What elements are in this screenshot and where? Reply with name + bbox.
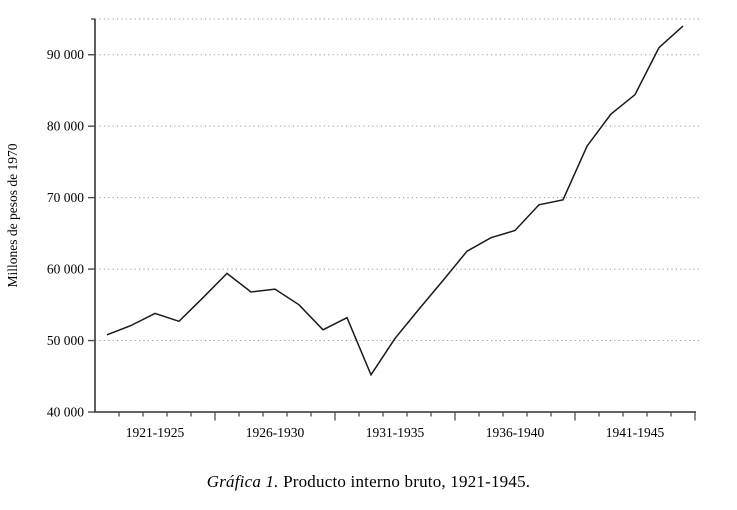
x-group-label: 1921-1925: [126, 425, 185, 440]
y-tick-label: 40 000: [47, 405, 84, 420]
y-tick-label: 90 000: [47, 47, 84, 62]
x-group-label: 1926-1930: [246, 425, 305, 440]
figure-caption: Gráfica 1. Producto interno bruto, 1921-…: [0, 472, 737, 492]
y-tick-label: 70 000: [47, 190, 84, 205]
x-group-label: 1931-1935: [366, 425, 425, 440]
y-axis-title: Millones de pesos de 1970: [5, 143, 20, 287]
y-tick-label: 60 000: [47, 262, 84, 277]
gdp-line-chart: 40 000 50 000 60 000 70 000 80 000 90 000 1921…: [5, 18, 701, 440]
y-tick-label: 50 000: [47, 333, 84, 348]
y-tick-label: 80 000: [47, 119, 84, 134]
x-group-label: 1941-1945: [606, 425, 665, 440]
caption-text: Producto interno bruto, 1921-1945.: [278, 472, 531, 491]
caption-figure-number: Gráfica 1.: [206, 472, 279, 491]
gdp-series-line: [106, 25, 684, 377]
x-group-label: 1936-1940: [486, 425, 545, 440]
